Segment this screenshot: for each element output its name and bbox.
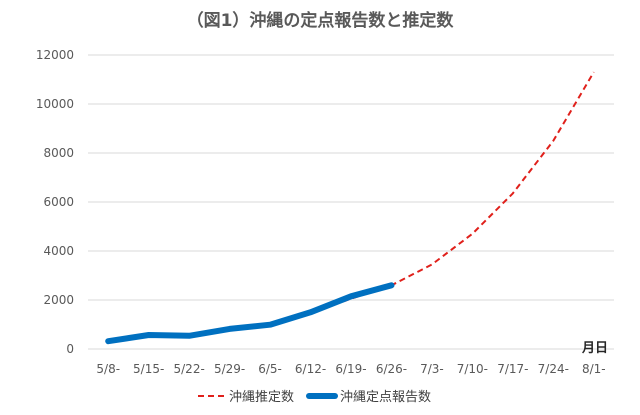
series-lines (105, 71, 595, 345)
legend-label-2: 沖縄定点報告数 (340, 390, 431, 405)
chart-title: （図1）沖縄の定点報告数と推定数 (187, 10, 455, 31)
x-tick-label: 6/12- (295, 362, 326, 376)
x-tick-label: 5/29- (214, 362, 245, 376)
y-tick-label: 12000 (36, 48, 74, 62)
y-axis-tick-labels: 0 2000 4000 6000 8000 10000 12000 (36, 48, 74, 356)
y-tick-label: 4000 (43, 244, 74, 258)
legend: 沖縄推定数 沖縄定点報告数 (198, 390, 431, 405)
x-tick-label: 7/10- (457, 362, 488, 376)
x-tick-label: 8/1- (582, 362, 606, 376)
x-tick-label: 7/17- (497, 362, 528, 376)
y-tick-label: 8000 (43, 146, 74, 160)
gridlines (88, 54, 614, 350)
x-tick-label: 5/22- (174, 362, 205, 376)
x-tick-label: 5/8- (96, 362, 120, 376)
x-axis-label: 月日 (581, 341, 608, 356)
y-tick-label: 2000 (43, 293, 74, 307)
x-tick-label: 6/5- (258, 362, 282, 376)
x-axis-tick-labels: 5/8- 5/15- 5/22- 5/29- 6/5- 6/12- 6/19- 6/26- 7/… (96, 362, 605, 376)
x-tick-label: 7/3- (420, 362, 444, 376)
x-tick-label: 5/15- (133, 362, 164, 376)
x-tick-label: 6/19- (335, 362, 366, 376)
y-tick-label: 0 (66, 342, 74, 356)
x-tick-label: 6/26- (376, 362, 407, 376)
y-tick-label: 10000 (36, 97, 74, 111)
series-line-2 (105, 282, 395, 345)
y-tick-label: 6000 (43, 195, 74, 209)
series-line-1 (108, 71, 595, 343)
x-tick-label: 7/24- (538, 362, 569, 376)
legend-label-1: 沖縄推定数 (229, 390, 294, 405)
